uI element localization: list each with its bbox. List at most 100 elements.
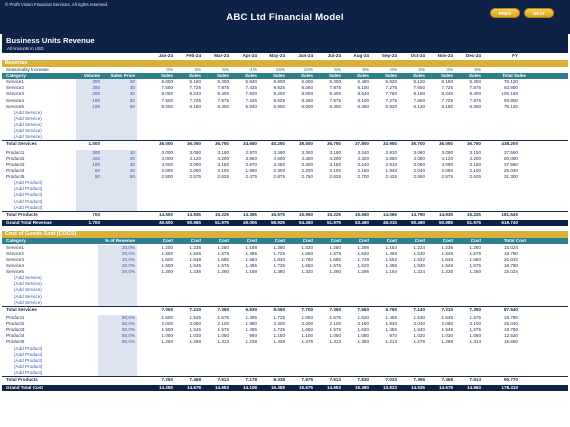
add-row-link[interactable]: (Add Service): [14, 281, 42, 287]
value-cell: 1.530: [413, 314, 426, 320]
value-cell: 7.875: [469, 85, 482, 91]
price-input[interactable]: 40: [129, 167, 135, 173]
seasonality-input[interactable]: -3%: [388, 66, 397, 72]
pct-input[interactable]: 20,0%: [121, 250, 135, 256]
add-row-link[interactable]: (Add Product): [14, 204, 43, 210]
value-cell: 1.030: [441, 333, 454, 339]
seasonality-input[interactable]: 8%: [362, 66, 369, 72]
seasonality-input[interactable]: 3%: [194, 66, 201, 72]
add-row-link[interactable]: (Add Product): [14, 369, 43, 375]
pct-input[interactable]: 50,0%: [121, 327, 135, 333]
add-row-link[interactable]: (Add Product): [14, 186, 43, 192]
add-row-link[interactable]: (Add Service): [14, 122, 42, 128]
value-cell: 2.475: [245, 174, 258, 180]
pct-input[interactable]: 20,0%: [121, 256, 135, 262]
volume-input[interactable]: 150: [92, 97, 100, 103]
add-row-link[interactable]: (Add Service): [14, 115, 42, 121]
add-row-link[interactable]: (Add Service): [14, 293, 42, 299]
pct-input[interactable]: 50,0%: [121, 321, 135, 327]
add-row-link[interactable]: (Add Service): [14, 128, 42, 134]
value-cell: 2.575: [189, 174, 202, 180]
add-service-row: (Add Service): [2, 122, 568, 128]
add-row-link[interactable]: (Add Product): [14, 180, 43, 186]
volume-input[interactable]: 200: [92, 155, 100, 161]
add-row-link[interactable]: (Add Service): [14, 109, 42, 115]
month-header-11: Dec-24: [465, 53, 481, 58]
price-input[interactable]: 40: [129, 91, 135, 97]
volume-input[interactable]: 100: [92, 103, 100, 109]
add-row-link[interactable]: (Add Product): [14, 192, 43, 198]
price-input[interactable]: 10: [129, 149, 135, 155]
value-cell: 7.920: [245, 91, 258, 97]
value-cell: 3.060: [413, 161, 426, 167]
price-input[interactable]: 30: [129, 161, 135, 167]
seasonality-input[interactable]: 5%: [334, 66, 341, 72]
add-row-link[interactable]: (Add Service): [14, 275, 42, 281]
add-row-link[interactable]: (Add Product): [14, 351, 43, 357]
add-row-link[interactable]: (Add Service): [14, 299, 42, 305]
seasonality-input[interactable]: 2%: [418, 66, 425, 72]
price-input[interactable]: 20: [129, 79, 135, 85]
add-row-link[interactable]: (Add Service): [14, 287, 42, 293]
value-cell: 7.875: [469, 97, 482, 103]
volume-input[interactable]: 50: [94, 167, 100, 173]
seasonality-input[interactable]: 0%: [166, 66, 173, 72]
pct-input[interactable]: 50,0%: [121, 333, 135, 339]
col-sales: Sales: [244, 72, 257, 78]
value-cell: 1.530: [413, 327, 426, 333]
price-input[interactable]: 50: [129, 174, 135, 180]
value-cell: 3.450: [273, 149, 286, 155]
col-volume: Volume: [83, 72, 100, 78]
pct-input[interactable]: 20,0%: [121, 262, 135, 268]
total-value: 34.650: [242, 141, 257, 147]
value-cell: 5.820: [385, 103, 398, 109]
volume-input[interactable]: 300: [92, 79, 100, 85]
price-input[interactable]: 20: [129, 155, 135, 161]
month-header-3: Apr-24: [242, 53, 257, 58]
pct-input[interactable]: 20,0%: [121, 244, 135, 250]
service-row: Service4 150 50 7.500 7.725 7.875 7.425 8.625 8.…: [2, 98, 568, 104]
value-cell: 1.050: [329, 333, 342, 339]
price-input[interactable]: 30: [129, 85, 135, 91]
seasonality-input[interactable]: 5%: [222, 66, 229, 72]
volume-input[interactable]: 250: [92, 85, 100, 91]
value-cell: 2.910: [385, 161, 398, 167]
seasonality-input[interactable]: 5%: [474, 66, 481, 72]
seasonality-input[interactable]: -1%: [248, 66, 257, 72]
seasonality-input[interactable]: 15%: [275, 66, 285, 72]
value-cell: 1.650: [301, 327, 314, 333]
volume-input[interactable]: 300: [92, 149, 100, 155]
add-row-link[interactable]: (Add Product): [14, 345, 43, 351]
price-input[interactable]: 50: [129, 97, 135, 103]
add-row-link[interactable]: (Add Product): [14, 198, 43, 204]
next-button[interactable]: NEXT: [524, 8, 554, 18]
volume-input[interactable]: 100: [92, 161, 100, 167]
value-cell: 4.120: [189, 155, 202, 161]
prev-button[interactable]: PREV: [490, 8, 520, 18]
add-row-link[interactable]: (Add Service): [14, 134, 42, 140]
add-row-link[interactable]: (Add Product): [14, 357, 43, 363]
pct-input[interactable]: 50,0%: [121, 339, 135, 345]
value-cell: 1.320: [301, 269, 314, 275]
value-cell: 1.236: [441, 269, 454, 275]
add-row-link[interactable]: (Add Product): [14, 363, 43, 369]
grand-total-value: 14.963: [326, 385, 341, 391]
app-title: ABC Ltd Financial Model: [226, 12, 344, 23]
volume-input[interactable]: 50: [94, 174, 100, 180]
month-header-7: Aug-24: [353, 53, 369, 58]
cogs-service-row: Service4 20,0% 1.500 1.545 1.575 1.485 1.725 1.…: [2, 263, 568, 269]
value-cell: 6.180: [441, 79, 454, 85]
seasonality-input[interactable]: 10%: [303, 66, 313, 72]
value-cell: 8.240: [189, 91, 202, 97]
value-cell: 1.238: [245, 339, 258, 345]
volume-input[interactable]: 200: [92, 91, 100, 97]
col-sales: Sales: [412, 72, 425, 78]
pct-input[interactable]: 20,0%: [121, 269, 135, 275]
grand-total-label: Grand Total Cost: [6, 385, 43, 391]
price-input[interactable]: 60: [129, 103, 135, 109]
pct-input[interactable]: 50,0%: [121, 314, 135, 320]
total-value: 36.750: [466, 141, 481, 147]
total-label: Total Products: [6, 377, 38, 383]
seasonality-input[interactable]: 3%: [446, 66, 453, 72]
value-cell: 1.552: [385, 256, 398, 262]
